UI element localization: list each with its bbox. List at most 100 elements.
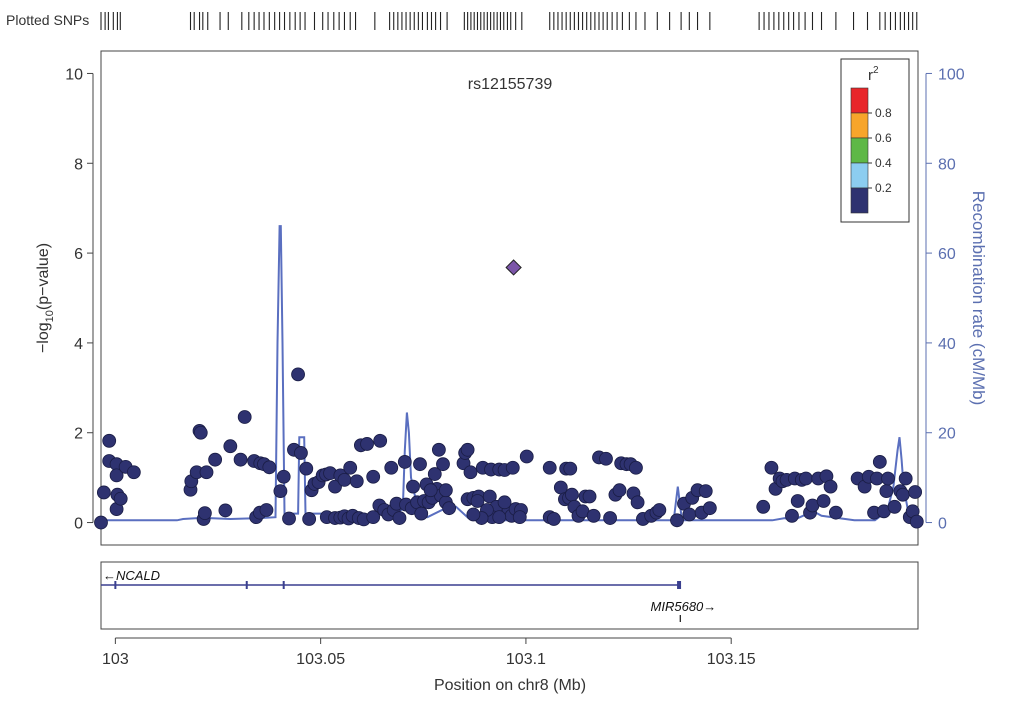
legend-swatch — [850, 112, 869, 139]
snp-point — [397, 455, 412, 469]
legend-swatch — [850, 87, 869, 114]
gene-exon — [245, 581, 248, 589]
snp-point — [337, 472, 352, 487]
snp-point — [828, 505, 843, 520]
y-axis-right: 0 20 40 60 80 100 — [925, 66, 965, 533]
chart-title: rs12155739 — [468, 76, 553, 93]
snp-point — [799, 471, 813, 486]
y-tick-label: 8 — [74, 156, 83, 173]
snp-point — [460, 442, 475, 457]
x-tick-label: 103 — [102, 651, 129, 668]
snp-point — [291, 367, 305, 382]
snp-point — [360, 437, 374, 451]
plotted-snps-strip — [100, 12, 918, 30]
snp-point — [497, 495, 512, 510]
snp-point — [887, 499, 902, 514]
legend-title-main: r — [868, 67, 873, 84]
snp-point — [208, 452, 223, 467]
main-panel-frame — [100, 50, 919, 546]
snp-point — [109, 468, 124, 483]
snp-point — [199, 465, 214, 480]
y-tick-label: 2 — [74, 426, 83, 443]
snp-point — [262, 460, 277, 475]
snp-point — [126, 465, 141, 480]
snp-point — [482, 489, 497, 504]
gene-exon — [114, 581, 117, 589]
snp-points-layer — [94, 259, 924, 530]
snp-point — [512, 510, 527, 525]
legend-label: 0.6 — [875, 131, 892, 145]
legend-label: 0.4 — [875, 156, 892, 170]
snp-point — [586, 508, 601, 523]
legend-title: r2 — [868, 65, 879, 84]
y-axis-title-main: −log — [35, 322, 52, 353]
snp-point — [702, 501, 717, 516]
snp-point — [698, 484, 713, 499]
snp-point — [519, 449, 534, 464]
gene-track: ←NCALD MIR5680→ — [101, 568, 716, 622]
x-tick-label: 103.15 — [707, 651, 756, 668]
snp-point — [384, 460, 399, 475]
snp-point — [193, 425, 208, 440]
snp-point — [273, 484, 288, 499]
snp-point — [682, 507, 697, 522]
y-axis-title-subscript: 10 — [44, 310, 56, 322]
snp-point — [790, 494, 805, 508]
legend-label: 0.8 — [875, 106, 892, 120]
snp-point — [343, 460, 358, 475]
legend-title-sup: 2 — [873, 65, 879, 76]
snp-point — [872, 455, 887, 469]
snp-point — [612, 483, 627, 498]
snp-point — [563, 461, 578, 476]
snp-point — [879, 484, 894, 499]
x-axis: 103 103.05 103.1 103.15 — [102, 637, 756, 668]
y-tick-label: 4 — [74, 336, 83, 353]
snp-point — [299, 461, 314, 476]
snp-point — [328, 479, 342, 494]
snp-point — [764, 460, 779, 475]
snp-point — [392, 511, 407, 525]
snp-point — [898, 471, 913, 486]
y-tick-label: 10 — [65, 66, 83, 83]
y-tick-label: 0 — [74, 516, 83, 533]
snp-point — [294, 446, 308, 460]
snp-point — [466, 507, 481, 522]
snp-point — [670, 513, 684, 528]
x-axis-title: Position on chr8 (Mb) — [434, 677, 586, 694]
snp-point — [492, 510, 507, 525]
snp-point — [438, 483, 453, 498]
y-tick-label: 6 — [74, 246, 83, 263]
snp-point — [908, 485, 923, 499]
snp-point — [442, 501, 457, 516]
snp-point — [470, 494, 485, 508]
snp-point — [113, 491, 128, 506]
snp-point — [909, 514, 924, 529]
y2-tick-label: 100 — [938, 66, 965, 83]
snp-point — [785, 508, 799, 523]
snp-point — [823, 479, 838, 494]
legend-swatch — [850, 162, 869, 189]
snp-point — [603, 511, 617, 525]
snp-point — [436, 457, 450, 472]
snp-point — [542, 460, 557, 475]
snp-point — [427, 467, 442, 481]
snp-point — [423, 483, 438, 498]
snp-point — [96, 485, 111, 500]
y2-tick-label: 40 — [938, 336, 956, 353]
legend-swatch — [850, 137, 869, 164]
snp-point — [413, 457, 427, 472]
r2-legend: r2 0.8 0.6 0.4 0.2 — [840, 58, 910, 223]
snp-point — [349, 474, 364, 489]
snp-point — [599, 451, 613, 466]
y-axis-title-tail: (p−value) — [35, 243, 52, 310]
snp-point — [366, 469, 381, 484]
snp-point — [406, 479, 420, 494]
gene-exon — [677, 581, 682, 589]
snp-point — [94, 515, 108, 530]
snp-point — [276, 469, 291, 484]
plotted-snps-label: Plotted SNPs — [6, 12, 89, 28]
lead-snp-diamond — [505, 259, 522, 276]
snp-point — [582, 489, 597, 504]
snp-point — [233, 452, 248, 467]
snp-point — [223, 439, 238, 454]
